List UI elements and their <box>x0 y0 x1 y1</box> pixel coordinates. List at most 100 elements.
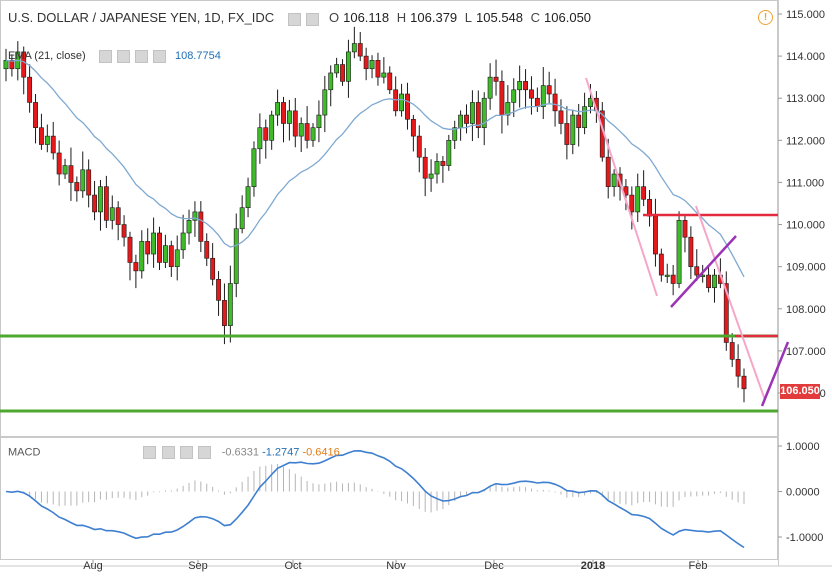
candle-body <box>210 257 216 280</box>
candle-body <box>21 51 27 78</box>
candle-body <box>44 135 50 145</box>
alert-icon[interactable]: ! <box>758 10 773 25</box>
candle-body <box>505 102 511 116</box>
candle-body <box>735 359 741 377</box>
candle-body <box>269 114 275 141</box>
more-icon[interactable] <box>197 446 211 459</box>
header-controls <box>287 11 322 27</box>
candle-body <box>653 215 658 255</box>
candle-body <box>304 123 310 141</box>
macd-y-tick-label: 1.0000 <box>786 441 820 453</box>
remove-icon[interactable] <box>134 50 148 63</box>
candle-body <box>416 135 422 158</box>
close-value: 106.050 <box>544 10 592 25</box>
x-tick-label: Oct <box>284 560 301 572</box>
candle-body <box>670 274 676 284</box>
candle-body <box>86 169 92 196</box>
candle-body <box>647 198 652 217</box>
y-tick-label: 113.000 <box>786 93 825 105</box>
x-tick-label: 2018 <box>581 560 605 572</box>
ema-controls <box>98 50 168 63</box>
candle-body <box>174 249 180 267</box>
candle-body <box>275 102 281 116</box>
macd-legend: MACD -0.6331 -1.2747 -0.6416 <box>8 446 340 459</box>
chart-header: U.S. DOLLAR / JAPANESE YEN, 1D, FX_IDC O… <box>8 10 595 27</box>
ema-label[interactable]: EMA (21, close) <box>8 50 86 63</box>
settings-icon[interactable] <box>116 50 130 63</box>
candle-body <box>552 93 558 112</box>
candle-body <box>222 300 227 326</box>
candle-body <box>74 182 80 192</box>
candle-body <box>298 123 304 137</box>
candle-body <box>346 51 351 82</box>
visibility-icon[interactable] <box>287 13 301 27</box>
candle-body <box>121 224 127 238</box>
low-label: L <box>464 10 473 25</box>
remove-icon[interactable] <box>179 446 193 459</box>
candle-body <box>523 81 528 91</box>
candle-body <box>446 140 452 166</box>
candle-body <box>410 118 416 137</box>
candle-body <box>428 173 434 179</box>
candle-body <box>629 194 635 213</box>
candle-body <box>328 72 334 91</box>
candle-body <box>363 55 369 70</box>
candle-body <box>582 106 588 129</box>
macd-line <box>5 449 745 549</box>
symbol-title[interactable]: U.S. DOLLAR / JAPANESE YEN, 1D, FX_IDC <box>8 10 275 25</box>
candle-body <box>151 232 157 255</box>
open-label: O <box>328 10 340 25</box>
candle-body <box>676 220 682 284</box>
candle-body <box>399 93 404 112</box>
candle-body <box>658 253 664 276</box>
candle-body <box>162 245 168 263</box>
candle-body <box>286 110 292 124</box>
candle-body <box>351 43 357 53</box>
candle-body <box>103 186 109 221</box>
candle-body <box>481 97 487 128</box>
macd-pane-frame <box>0 437 778 560</box>
candle-body <box>216 278 221 301</box>
candle-body <box>534 97 540 107</box>
ema-line <box>5 59 745 278</box>
candle-body <box>180 232 186 251</box>
candle-body <box>80 169 86 192</box>
candle-body <box>38 127 44 145</box>
candle-body <box>239 207 245 230</box>
channel-line-purple-2 <box>760 341 790 407</box>
candle-body <box>741 375 747 390</box>
candle-body <box>475 102 481 129</box>
candle-body <box>257 127 263 150</box>
candle-body <box>334 64 340 74</box>
candle-body <box>688 236 694 267</box>
candle-body <box>694 266 700 276</box>
candle-body <box>641 186 647 200</box>
settings-icon[interactable] <box>161 446 175 459</box>
candle-body <box>729 342 735 360</box>
candle-body <box>487 76 493 99</box>
candle-body <box>127 236 133 263</box>
candle-body <box>168 245 174 267</box>
visibility-icon[interactable] <box>98 50 112 63</box>
candle-body <box>139 241 145 272</box>
candle-body <box>635 186 641 213</box>
candle-body <box>469 102 475 124</box>
candle-body <box>204 241 210 259</box>
candle-body <box>576 114 582 128</box>
candle-body <box>157 232 162 263</box>
macd-label[interactable]: MACD <box>8 446 41 459</box>
candle-body <box>98 186 103 213</box>
more-icon[interactable] <box>152 50 166 63</box>
x-tick-label: Sep <box>188 560 208 572</box>
settings-icon[interactable] <box>306 13 320 27</box>
high-value: 106.379 <box>410 10 458 25</box>
candle-body <box>375 60 381 78</box>
candle-body <box>251 148 257 187</box>
candle-body <box>292 110 298 137</box>
visibility-icon[interactable] <box>143 446 157 459</box>
candle-body <box>322 89 328 116</box>
candle-body <box>458 114 464 128</box>
candle-body <box>263 127 269 141</box>
